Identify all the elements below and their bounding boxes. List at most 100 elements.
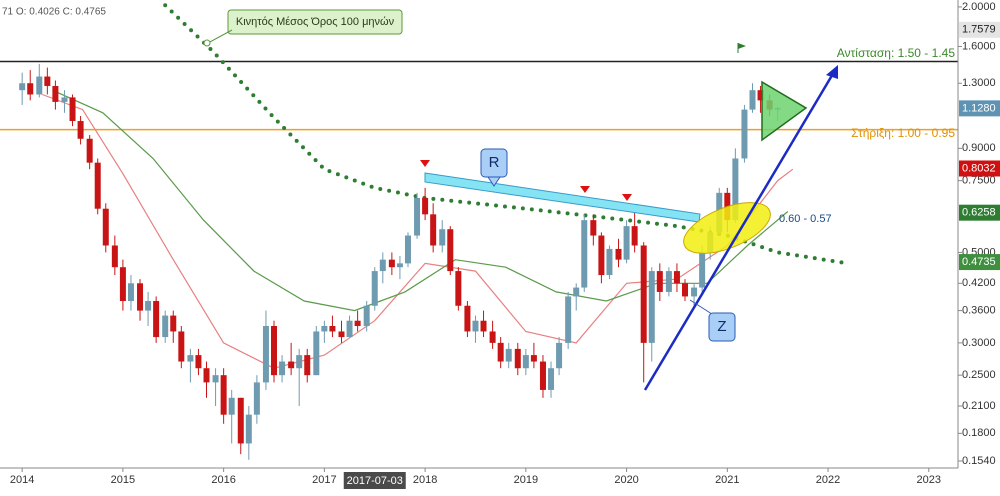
candle-body — [237, 397, 244, 444]
price-label-box — [959, 254, 1000, 271]
candle-body — [271, 326, 278, 376]
candle-body — [673, 271, 680, 284]
x-tick-label: 2023 — [917, 474, 941, 486]
crosshair-date-box — [343, 472, 406, 489]
candle-body — [253, 382, 260, 415]
candle-body — [581, 220, 588, 288]
y-tick-label: 0.7500 — [962, 175, 996, 187]
candle-body — [102, 208, 109, 246]
candle-body — [573, 287, 580, 297]
price-label: 1.7579 — [962, 24, 996, 36]
support-label: Στήριξη: 1.00 - 0.95 — [851, 126, 955, 140]
trend-arrow — [643, 71, 836, 391]
zone-label: 0.60 - 0.57 — [779, 213, 832, 225]
candle-body — [203, 368, 210, 383]
label-r: R — [489, 154, 500, 171]
candle-body — [363, 305, 370, 327]
flag — [738, 43, 746, 49]
candle-body — [598, 235, 605, 276]
candle-body — [61, 97, 68, 102]
candle-body — [220, 375, 227, 415]
callout-pointer — [207, 29, 233, 44]
resistance-label: Αντίσταση: 1.50 - 1.45 — [837, 46, 956, 60]
arrow-head — [826, 65, 838, 79]
candle-body — [313, 331, 320, 376]
candle-body — [691, 287, 698, 297]
candle-body — [127, 283, 134, 302]
candle-body — [505, 348, 512, 362]
candle-body — [262, 326, 269, 383]
candle-body — [430, 214, 437, 246]
candle-body — [447, 229, 454, 272]
candle-body — [329, 326, 336, 332]
triangle-pattern — [761, 80, 808, 142]
y-tick-label: 0.9000 — [962, 142, 996, 154]
candle-body — [656, 271, 663, 292]
label-z: Z — [717, 318, 726, 335]
candle-body — [615, 248, 622, 260]
candle-body — [279, 361, 286, 376]
candle-body — [19, 83, 26, 91]
candle-body — [388, 259, 395, 268]
candle-body — [145, 301, 152, 311]
callout-box — [227, 9, 403, 35]
candle-body — [606, 248, 613, 276]
y-tick-label: 1.6000 — [962, 40, 996, 52]
candle-body — [590, 220, 597, 236]
candle-body — [187, 355, 194, 362]
candle-body — [522, 355, 529, 369]
candle-body — [422, 197, 429, 215]
callout-anchor — [203, 39, 211, 47]
candle-body — [170, 315, 177, 332]
y-tick-label: 0.3600 — [962, 305, 996, 317]
candle-body — [94, 162, 101, 209]
candle-body — [86, 138, 93, 163]
candle-body — [757, 90, 764, 101]
candle-body — [565, 296, 572, 343]
candle-body — [665, 271, 672, 292]
candle-body — [749, 90, 756, 110]
candle-body — [741, 109, 748, 159]
x-tick-label: 2015 — [111, 474, 135, 486]
candle-body — [296, 355, 303, 369]
candle-body — [699, 252, 706, 288]
price-label-box — [959, 204, 1000, 221]
y-tick-label: 1.3000 — [962, 77, 996, 89]
price-label: 0.8032 — [962, 162, 996, 174]
candle-body — [396, 263, 403, 268]
candle-body — [548, 368, 555, 390]
candle-body — [338, 331, 345, 338]
price-label: 0.4735 — [962, 256, 996, 268]
ohlc-header: 71 O: 0.4026 C: 0.4765 — [2, 7, 106, 18]
candle-body — [472, 320, 479, 332]
candle-body — [414, 197, 421, 236]
label-box — [708, 312, 736, 342]
x-tick-label: 2016 — [211, 474, 235, 486]
candle-body — [640, 245, 647, 343]
candle-body — [623, 226, 630, 260]
candle-body — [354, 320, 361, 327]
candle-body — [52, 85, 59, 102]
crosshair-date: 2017-07-03 — [347, 475, 403, 487]
candle-body — [497, 342, 504, 362]
candle-body — [556, 342, 563, 369]
candle-body — [321, 326, 328, 332]
candle-body — [648, 271, 655, 343]
candle-body — [379, 259, 386, 272]
price-label-box — [959, 21, 1000, 38]
candle-body — [514, 348, 521, 369]
y-tick-label: 0.4200 — [962, 277, 996, 289]
candle-body — [530, 355, 537, 362]
candle-body — [178, 331, 185, 362]
candle-body — [228, 397, 235, 415]
x-tick-label: 2022 — [816, 474, 840, 486]
callout-text: Κινητός Μέσος Όρος 100 μηνών — [236, 16, 395, 28]
y-tick-label: 0.2100 — [962, 400, 996, 412]
y-tick-label: 0.1800 — [962, 427, 996, 439]
candle-body — [288, 361, 295, 369]
candle-body — [245, 414, 252, 444]
candle-body — [489, 331, 496, 343]
moving-average — [42, 93, 794, 369]
